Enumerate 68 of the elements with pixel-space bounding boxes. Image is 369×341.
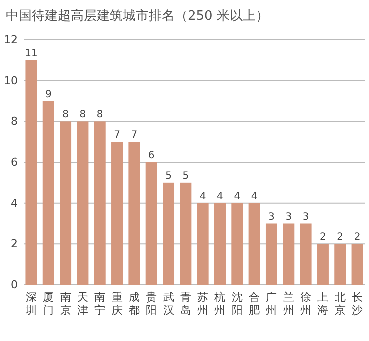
bar	[163, 182, 175, 285]
bar	[214, 203, 226, 285]
data-label: 7	[131, 130, 138, 142]
y-tick-label: 10	[4, 74, 18, 88]
data-label: 4	[251, 191, 258, 202]
x-tick-label: 深圳	[24, 291, 37, 317]
x-tick-label: 重庆	[112, 291, 123, 317]
x-tick-label: 北京	[334, 291, 346, 317]
bar	[352, 244, 364, 285]
bar	[112, 142, 124, 285]
x-tick-label: 沈阳	[232, 291, 243, 317]
bar	[128, 142, 140, 285]
data-label: 2	[337, 232, 344, 244]
y-tick-label: 2	[11, 238, 18, 251]
data-label: 11	[25, 48, 38, 60]
bar	[60, 122, 72, 285]
y-tick-label: 8	[11, 115, 18, 128]
y-tick-label: 12	[4, 34, 18, 47]
y-tick-label: 4	[11, 196, 18, 210]
x-tick-label: 天津	[77, 291, 88, 317]
data-label: 4	[200, 191, 206, 202]
x-tick-label: 武汉	[163, 291, 174, 317]
y-tick-label: 0	[11, 278, 18, 292]
bar	[266, 224, 278, 285]
bar	[283, 224, 295, 285]
data-label: 8	[96, 110, 104, 121]
data-label: 6	[148, 150, 155, 162]
x-tick-label: 苏州	[198, 291, 209, 317]
data-label: 7	[114, 130, 120, 142]
x-tick-label: 贵阳	[146, 291, 158, 317]
data-label: 8	[62, 110, 69, 121]
x-tick-label: 兰州	[283, 291, 294, 317]
bar	[334, 244, 346, 285]
bar	[197, 203, 209, 285]
bar	[26, 60, 38, 285]
data-label: 2	[320, 232, 326, 244]
data-label: 3	[286, 212, 292, 223]
y-tick-label: 6	[11, 156, 18, 170]
bar	[42, 101, 54, 285]
x-tick-label: 杭州	[214, 291, 226, 317]
x-tick-label: 成都	[128, 291, 140, 317]
bar	[317, 244, 329, 285]
x-tick-label: 厦门	[43, 291, 54, 317]
bar	[232, 203, 244, 285]
x-tick-label: 合肥	[249, 291, 260, 317]
x-tick-label: 南京	[60, 291, 72, 317]
data-label: 4	[217, 191, 224, 202]
data-label: 4	[234, 191, 241, 202]
x-tick-label: 上海	[318, 291, 329, 317]
x-tick-label: 徐州	[300, 291, 312, 317]
data-label: 2	[354, 232, 361, 244]
x-tick-label: 青岛	[180, 291, 192, 317]
data-label: 9	[45, 89, 52, 100]
x-tick-label: 南宁	[94, 291, 106, 317]
x-tick-label: 长沙	[352, 291, 364, 317]
x-tick-label: 广州	[266, 291, 278, 317]
data-label: 8	[80, 110, 86, 121]
bar	[77, 122, 89, 285]
chart-title: 中国待建超高层建筑城市排名（250 米以上）	[6, 8, 269, 24]
bar	[248, 203, 260, 285]
bar	[94, 122, 106, 285]
data-label: 3	[302, 212, 310, 223]
bar	[300, 224, 312, 285]
bar	[146, 162, 158, 285]
data-label: 3	[268, 212, 275, 223]
data-label: 5	[182, 170, 190, 182]
bar	[180, 182, 192, 285]
data-label: 5	[166, 170, 172, 182]
